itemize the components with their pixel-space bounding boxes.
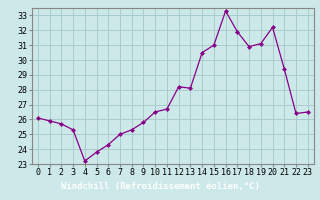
- Text: Windchill (Refroidissement éolien,°C): Windchill (Refroidissement éolien,°C): [60, 182, 260, 192]
